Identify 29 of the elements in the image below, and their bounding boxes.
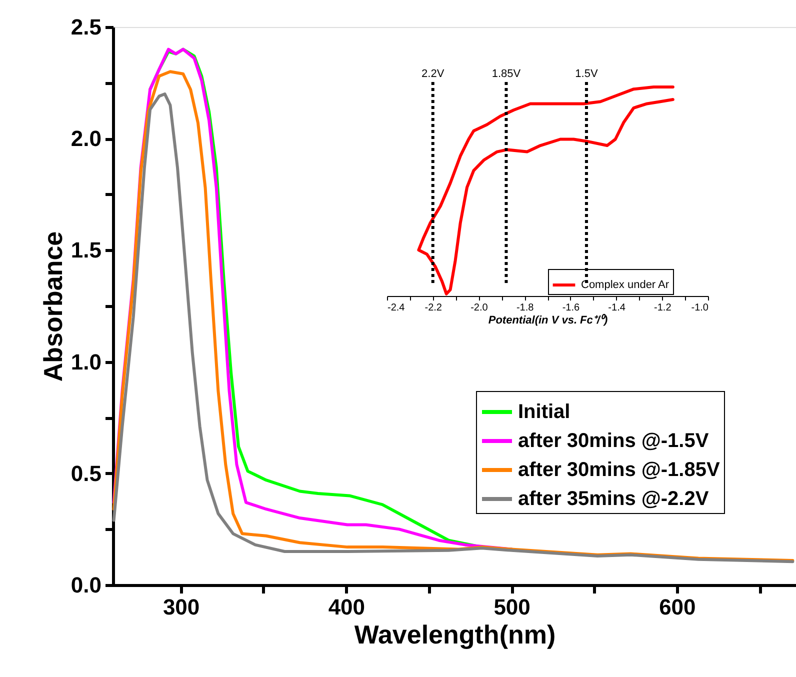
- legend-label: Complex under Ar: [581, 279, 670, 291]
- y-tick-label: 1.0: [70, 349, 102, 374]
- legend-label: after 30mins @-1.85V: [518, 459, 720, 481]
- y-axis-title: Absorbance: [38, 231, 68, 382]
- y-tick-label: 2.0: [70, 126, 102, 152]
- x-tick-label: 600: [659, 594, 696, 620]
- x-axis-title: Potential(in V vs. Fc⁺/⁰): [488, 314, 608, 326]
- y-tick-label: 2.5: [70, 14, 102, 40]
- x-tick-label: -1.0: [691, 302, 709, 314]
- x-tick-label: -2.4: [388, 302, 406, 314]
- x-axis-title: Wavelength(nm): [354, 620, 556, 650]
- legend-label: after 30mins @-1.5V: [518, 430, 710, 452]
- x-tick-label: 300: [162, 594, 200, 620]
- x-tick-label: -1.6: [562, 302, 580, 314]
- y-tick-label: 0.5: [70, 460, 102, 486]
- ref-line-label: 1.85V: [492, 68, 522, 80]
- x-tick-label: -2.0: [470, 302, 488, 314]
- ref-line-label: 1.5V: [575, 68, 598, 80]
- x-tick-label: -1.2: [654, 302, 672, 314]
- x-tick-label: -1.4: [608, 302, 626, 314]
- x-tick-label: -2.2: [424, 302, 442, 314]
- y-tick-label: 1.5: [70, 238, 102, 263]
- ref-line-label: 2.2V: [422, 68, 445, 80]
- legend-label: Initial: [518, 401, 570, 423]
- x-tick-label: 500: [494, 594, 530, 620]
- x-tick-label: -1.8: [516, 302, 534, 314]
- y-tick-label: 0.0: [70, 572, 102, 598]
- legend-label: after 35mins @-2.2V: [518, 488, 710, 510]
- x-tick-label: 400: [328, 594, 366, 620]
